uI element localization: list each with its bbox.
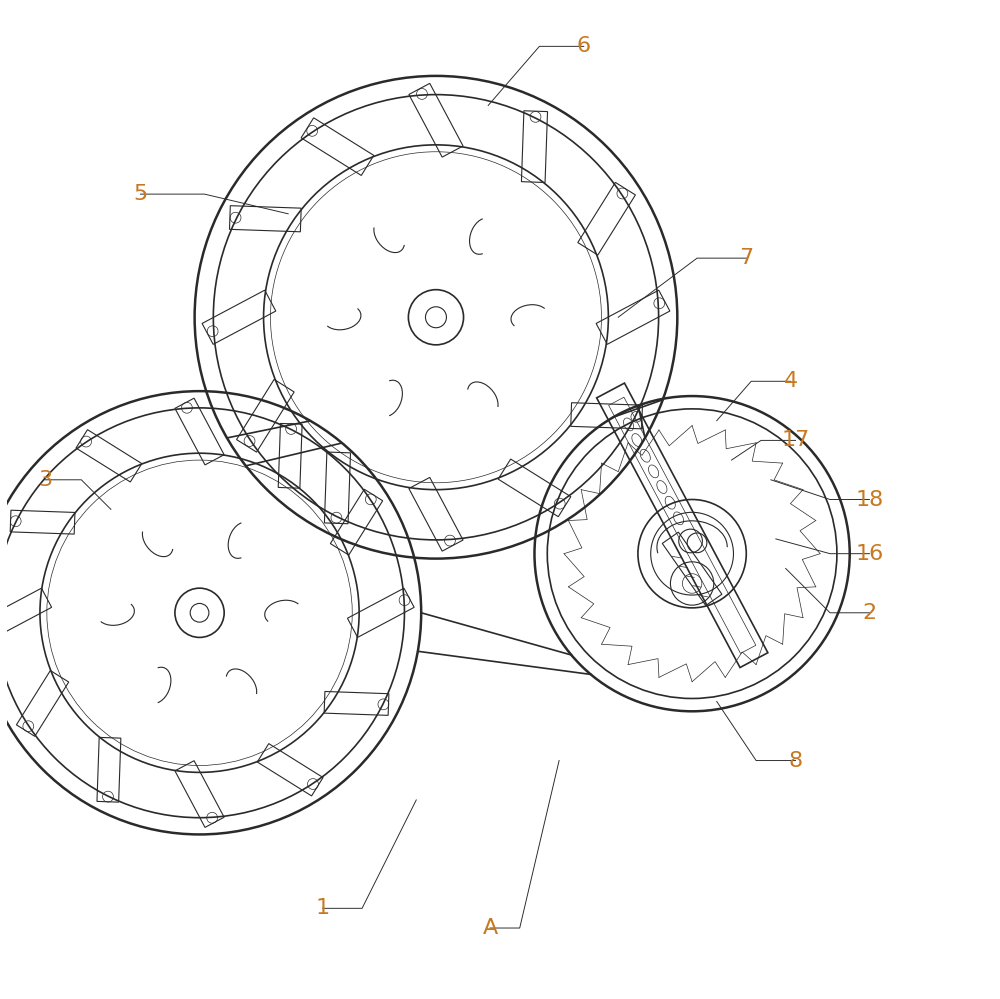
Text: 8: 8: [788, 750, 803, 770]
Text: 7: 7: [739, 248, 753, 268]
Text: 3: 3: [38, 470, 52, 490]
Text: 16: 16: [855, 543, 884, 563]
Text: 2: 2: [862, 602, 876, 622]
Text: 1: 1: [316, 898, 330, 918]
Text: 4: 4: [784, 372, 798, 392]
Text: 17: 17: [781, 431, 810, 451]
Text: 5: 5: [133, 184, 148, 204]
Text: A: A: [483, 918, 498, 938]
Text: 18: 18: [855, 490, 884, 509]
Text: 6: 6: [577, 36, 591, 56]
